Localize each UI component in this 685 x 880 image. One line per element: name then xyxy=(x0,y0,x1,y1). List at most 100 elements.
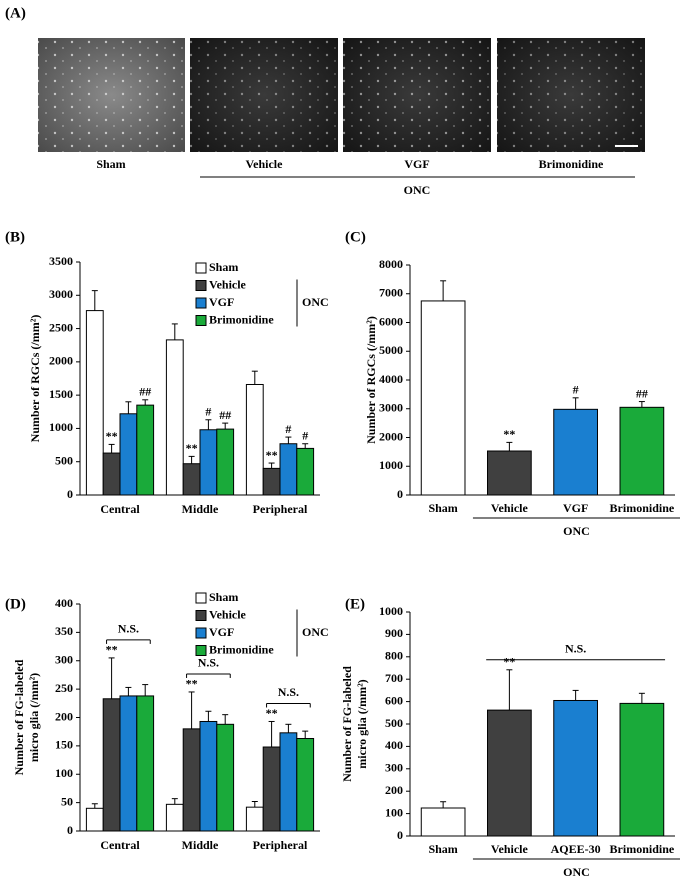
y-tick-label: 500 xyxy=(385,716,403,730)
y-tick-label: 1000 xyxy=(379,458,403,472)
significance-label: N.S. xyxy=(198,656,219,670)
bar xyxy=(279,443,298,496)
bar xyxy=(199,720,218,832)
panel-label: (C) xyxy=(345,229,366,245)
bar xyxy=(420,807,466,837)
image-label: Sham xyxy=(96,157,125,171)
legend-group-label: ONC xyxy=(302,295,329,309)
legend-swatch xyxy=(195,297,207,309)
x-tick-label: Vehicle xyxy=(491,842,529,856)
significance-label: N.S. xyxy=(278,685,299,699)
y-tick-label: 500 xyxy=(55,453,73,467)
legend-swatch xyxy=(195,645,207,656)
y-tick-label: 600 xyxy=(385,693,403,707)
bar xyxy=(216,723,235,832)
annotation: ** xyxy=(503,427,515,441)
bar xyxy=(85,807,104,832)
image-label: Vehicle xyxy=(246,157,284,171)
annotation: ## xyxy=(139,385,151,399)
y-tick-label: 2500 xyxy=(49,320,73,334)
bar xyxy=(182,463,201,496)
bar xyxy=(245,806,264,832)
y-tick-label: 300 xyxy=(385,761,403,775)
annotation: ** xyxy=(266,448,278,462)
bar xyxy=(487,709,532,837)
y-tick-label: 50 xyxy=(61,794,73,808)
y-tick-label: 3500 xyxy=(49,254,73,268)
bar xyxy=(245,383,264,496)
legend-label: Sham xyxy=(209,260,238,274)
x-tick-label: Peripheral xyxy=(253,838,308,852)
legend-swatch xyxy=(195,627,207,639)
bar xyxy=(619,702,665,837)
significance-label: N.S. xyxy=(565,642,586,656)
legend-swatch xyxy=(195,280,207,291)
bar xyxy=(136,404,155,496)
x-tick-label: Middle xyxy=(182,502,219,516)
annotation: ** xyxy=(186,441,198,455)
bar xyxy=(216,428,235,496)
y-tick-label: 0 xyxy=(397,828,403,842)
y-tick-label: 400 xyxy=(55,596,73,610)
y-axis-label: Number of FG-labeled xyxy=(340,666,354,782)
annotation: # xyxy=(285,422,291,436)
micrographs xyxy=(38,38,645,152)
y-axis-label: Number of RGCs (/mm²) xyxy=(28,315,42,443)
bar xyxy=(262,746,281,832)
panel-label: (D) xyxy=(5,596,26,612)
group-label: ONC xyxy=(563,865,590,879)
bar xyxy=(420,300,466,496)
y-tick-label: 800 xyxy=(385,649,403,663)
x-tick-label: Sham xyxy=(428,842,457,856)
y-tick-label: 400 xyxy=(385,738,403,752)
x-tick-label: Central xyxy=(100,502,140,516)
bar xyxy=(119,695,138,832)
y-axis-label: Number of RGCs (/mm²) xyxy=(364,316,378,444)
x-tick-label: Central xyxy=(100,838,140,852)
bar xyxy=(487,450,532,496)
y-tick-label: 2000 xyxy=(379,429,403,443)
bar xyxy=(119,413,138,496)
y-tick-label: 0 xyxy=(67,487,73,501)
annotation: ** xyxy=(266,706,278,720)
y-tick-label: 150 xyxy=(55,738,73,752)
y-tick-label: 3000 xyxy=(379,401,403,415)
y-axis-label: Number of FG-labeled xyxy=(12,659,26,775)
y-tick-label: 0 xyxy=(67,823,73,837)
annotation: # xyxy=(302,428,308,442)
bar xyxy=(165,339,184,496)
legend-label: Vehicle xyxy=(209,607,247,621)
y-tick-label: 1500 xyxy=(49,387,73,401)
y-tick-label: 2000 xyxy=(49,354,73,368)
bar xyxy=(619,406,665,496)
y-tick-label: 900 xyxy=(385,626,403,640)
y-tick-label: 4000 xyxy=(379,372,403,386)
y-tick-label: 100 xyxy=(55,766,73,780)
x-tick-label: Brimonidine xyxy=(610,842,675,856)
annotation: ** xyxy=(106,429,118,443)
bar xyxy=(136,695,155,832)
y-tick-label: 100 xyxy=(385,805,403,819)
legend-label: VGF xyxy=(209,295,234,309)
legend-label: Vehicle xyxy=(209,277,247,291)
y-tick-label: 700 xyxy=(385,671,403,685)
group-label: ONC xyxy=(404,183,431,197)
y-tick-label: 3000 xyxy=(49,287,73,301)
legend-group-label: ONC xyxy=(302,625,329,639)
image-label: Brimonidine xyxy=(539,157,604,171)
annotation: ## xyxy=(636,386,648,400)
bar xyxy=(102,452,121,496)
bar xyxy=(102,698,121,832)
bar xyxy=(279,732,298,832)
bar xyxy=(262,467,281,496)
y-tick-label: 1000 xyxy=(49,420,73,434)
x-tick-label: AQEE-30 xyxy=(551,842,601,856)
legend-label: Brimonidine xyxy=(209,642,274,656)
panel-label: (E) xyxy=(345,596,365,612)
y-tick-label: 0 xyxy=(397,487,403,501)
legend-swatch xyxy=(195,262,207,274)
bar xyxy=(553,408,598,496)
bar xyxy=(182,728,201,832)
bar xyxy=(85,310,104,496)
